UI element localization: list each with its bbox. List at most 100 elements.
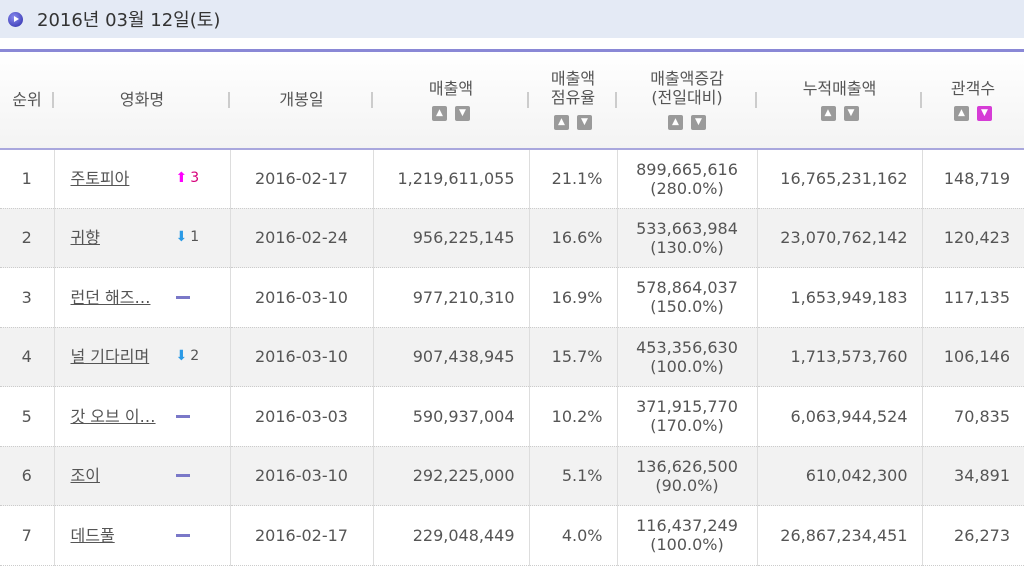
sales-diff: 371,915,770 [636,397,738,417]
sales-diff: 533,663,984 [636,218,738,238]
rank-same-icon [175,474,190,478]
sort-descending-icon[interactable]: ▼ [977,105,992,121]
rank: 1 [21,169,32,188]
audience: 26,273 [921,505,1024,565]
rank-change-value: 3 [190,170,200,186]
sort-descending-icon[interactable]: ▼ [691,115,706,131]
sales-diff-pct: (170.0%) [650,416,724,436]
sort-ascending-icon[interactable]: ▲ [820,105,836,121]
sales-diff-pct: (150.0%) [650,297,724,317]
column-header: 매출액증감 (전일대비) ▲ ▼ [617,51,757,149]
rank: 6 [21,466,32,486]
table-row: 6 조이 2016-03-10 292,225,000 5.1% 136,626,500(… [0,446,1024,506]
rank: 3 [21,287,32,307]
table-row: 5 갓 오브 이… 2016-03-03 590,937,004 10.2% 371,91… [0,386,1024,446]
header-label: 매출액증감 (전일대비) [650,69,724,108]
share: 5.1% [528,446,617,506]
cumulative-sales: 26,867,234,451 [756,505,922,565]
sales-diff: 899,665,616 [636,159,738,179]
rank-up-icon: ⬆ [175,170,188,186]
open-date: 2016-02-24 [229,208,373,268]
movie-title-link[interactable]: 런던 해즈… [70,287,151,307]
cumulative-sales: 23,070,762,142 [756,208,922,268]
rank-change-value: 1 [190,229,200,246]
rank-same-icon [175,295,190,299]
open-date: 2016-02-17 [229,505,373,565]
rank: 4 [21,347,32,367]
header-label: 매출액 [428,78,474,98]
sales: 907,438,945 [372,327,529,387]
sort-ascending-icon[interactable]: ▲ [668,115,683,131]
movie-title-link[interactable]: 귀향 [70,228,100,248]
movie-title-link[interactable]: 데드풀 [70,525,115,545]
column-header: 순위 [0,51,54,149]
sales-diff-pct: (280.0%) [650,178,724,198]
cumulative-sales: 16,765,231,162 [756,148,922,208]
open-date: 2016-03-10 [229,446,373,506]
sales-diff: 116,437,249 [636,516,738,536]
column-divider [527,92,529,108]
header-label: 순위 [12,90,42,110]
audience: 117,135 [921,267,1024,327]
table-row: 1 주토피아 ⬆ 3 2016-02-17 1,219,611,055 21.1% 899,6… [0,148,1024,208]
header-label: 개봉일 [279,90,324,110]
table-row: 7 데드풀 2016-02-17 229,048,449 4.0% 116,437,249… [0,505,1024,565]
share: 4.0% [528,505,617,565]
table-row: 2 귀향 ⬇ 1 2016-02-24 956,225,145 16.6% 533,663,9… [0,208,1024,268]
column-divider [52,92,54,108]
column-divider [615,92,617,108]
table-row: 4 널 기다리며 ⬇ 2 2016-03-10 907,438,945 15.7% 453,3… [0,327,1024,387]
sort-descending-icon[interactable]: ▼ [455,105,470,121]
rank: 5 [21,406,32,426]
column-header: 매출액 ▲ ▼ [373,51,529,149]
movie-title-link[interactable]: 조이 [70,466,100,486]
column-divider [228,92,230,108]
date-header: 2016년 03월 12일(토) [0,0,1024,38]
sales: 977,210,310 [372,267,529,327]
rank-same-icon [175,414,190,418]
movie-title-link[interactable]: 주토피아 [70,169,130,188]
sort-ascending-icon[interactable]: ▲ [954,105,969,121]
sales-diff: 453,356,630 [636,337,738,357]
share: 16.9% [528,267,617,327]
play-bullet-icon [8,11,23,27]
sales-diff-pct: (130.0%) [650,237,724,257]
rank-down-icon: ⬇ [175,229,188,246]
sales-diff: 136,626,500 [636,456,738,476]
sales-diff-pct: (100.0%) [650,356,724,376]
movie-title-link[interactable]: 갓 오브 이… [70,406,156,426]
header-label: 매출액 점유율 [550,69,596,108]
rank-down-icon: ⬇ [175,348,188,365]
share: 15.7% [528,327,617,387]
audience: 34,891 [921,446,1024,506]
audience: 106,146 [921,327,1024,387]
column-header: 개봉일 [230,51,373,149]
box-office-table: 순위 영화명 개봉일 매출액 ▲ ▼ 매출액 점유율 ▲ ▼ 매출액증감 (전일대비) ▲ ▼ 누적매출… [0,49,1024,566]
sort-descending-icon[interactable]: ▼ [577,115,592,131]
table-row: 3 런던 해즈… 2016-03-10 977,210,310 16.9% 578,864… [0,267,1024,327]
rank: 7 [21,525,32,545]
header-label: 관객수 [950,78,996,98]
open-date: 2016-03-10 [229,327,373,387]
cumulative-sales: 6,063,944,524 [756,386,922,446]
column-divider [920,92,922,108]
column-header: 관객수 ▲ ▼ [922,51,1024,149]
column-header: 누적매출액 ▲ ▼ [757,51,922,149]
sort-ascending-icon[interactable]: ▲ [554,115,569,131]
cumulative-sales: 1,713,573,760 [756,327,922,387]
rank-change-value: 2 [190,348,200,365]
column-header: 매출액 점유율 ▲ ▼ [529,51,617,149]
header-label: 누적매출액 [802,78,877,98]
sort-ascending-icon[interactable]: ▲ [432,105,447,121]
open-date: 2016-02-17 [229,148,373,208]
cumulative-sales: 1,653,949,183 [756,267,922,327]
sort-descending-icon[interactable]: ▼ [843,105,859,121]
column-divider [371,92,373,108]
column-header: 영화명 [54,51,230,149]
sales-diff-pct: (90.0%) [655,475,719,495]
movie-title-link[interactable]: 널 기다리며 [70,347,150,367]
sales: 292,225,000 [372,446,529,506]
cumulative-sales: 610,042,300 [756,446,922,506]
sales: 1,219,611,055 [372,148,529,208]
share: 16.6% [528,208,617,268]
